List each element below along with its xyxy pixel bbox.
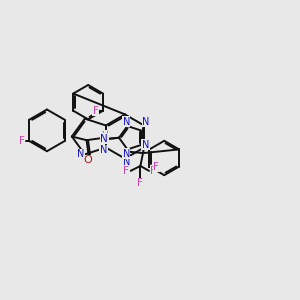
Text: F: F bbox=[93, 106, 99, 116]
Text: F: F bbox=[19, 136, 25, 146]
Text: F: F bbox=[151, 166, 156, 176]
Text: N: N bbox=[77, 149, 85, 159]
Text: N: N bbox=[100, 134, 108, 144]
Text: N: N bbox=[123, 157, 130, 166]
Text: O: O bbox=[84, 155, 92, 165]
Text: N: N bbox=[100, 145, 107, 155]
Text: N: N bbox=[122, 117, 130, 127]
Text: F: F bbox=[153, 162, 159, 172]
Text: H: H bbox=[101, 131, 108, 140]
Text: N: N bbox=[122, 149, 130, 159]
Text: F: F bbox=[123, 166, 129, 176]
Text: N: N bbox=[142, 117, 149, 127]
Text: N: N bbox=[142, 140, 149, 150]
Text: F: F bbox=[137, 178, 143, 188]
